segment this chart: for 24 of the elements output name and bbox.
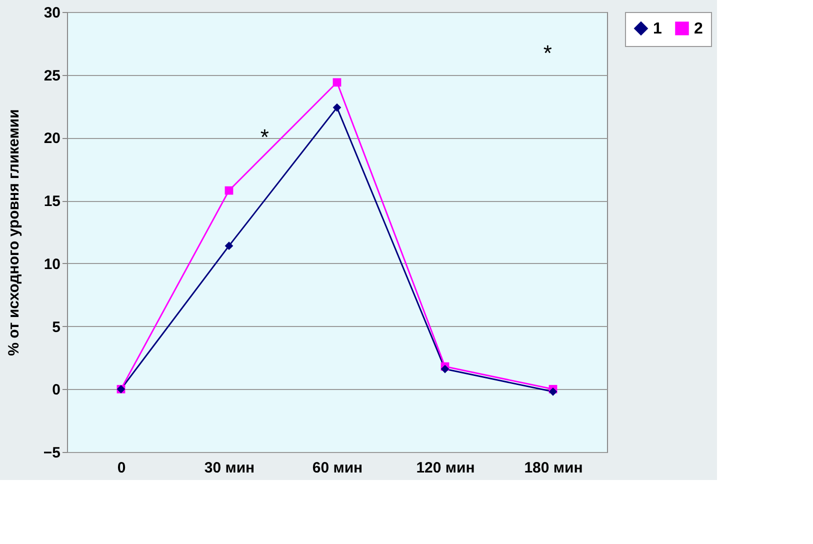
x-tick-label: 60 мин: [312, 460, 363, 476]
y-tick-label: 15: [44, 193, 60, 210]
point: [440, 364, 450, 374]
x-tick-label: 120 мин: [416, 460, 475, 476]
x-tick-label: 180 мин: [524, 460, 583, 476]
y-tick-label: 20: [44, 130, 60, 148]
y-axis-title: % от исходного уровня гликемии: [5, 109, 22, 356]
y-tick-label: 5: [52, 318, 60, 336]
x-tick-label: 30 мин: [204, 460, 255, 476]
y-tick-label: −5: [43, 444, 60, 462]
legend-label: 2: [694, 20, 703, 38]
point: [332, 103, 342, 112]
legend-label: 1: [653, 20, 662, 38]
annotation: *: [543, 40, 552, 66]
y-tick-label: 30: [44, 4, 60, 22]
y-tick-label: 0: [52, 382, 60, 399]
point: [548, 387, 558, 396]
y-tick-label: 10: [44, 256, 60, 273]
x-tick-label: 0: [117, 460, 126, 476]
y-tick-label: 25: [44, 67, 60, 84]
point: [224, 242, 234, 250]
point: [224, 186, 234, 195]
point: [332, 78, 342, 87]
annotation: *: [260, 124, 270, 150]
